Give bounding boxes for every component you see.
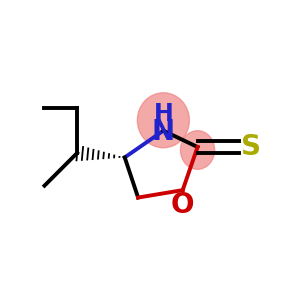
- Text: S: S: [241, 133, 261, 161]
- Text: O: O: [171, 191, 194, 219]
- Text: N: N: [152, 118, 175, 146]
- Ellipse shape: [181, 131, 214, 169]
- Ellipse shape: [137, 93, 189, 148]
- Text: H: H: [154, 102, 173, 126]
